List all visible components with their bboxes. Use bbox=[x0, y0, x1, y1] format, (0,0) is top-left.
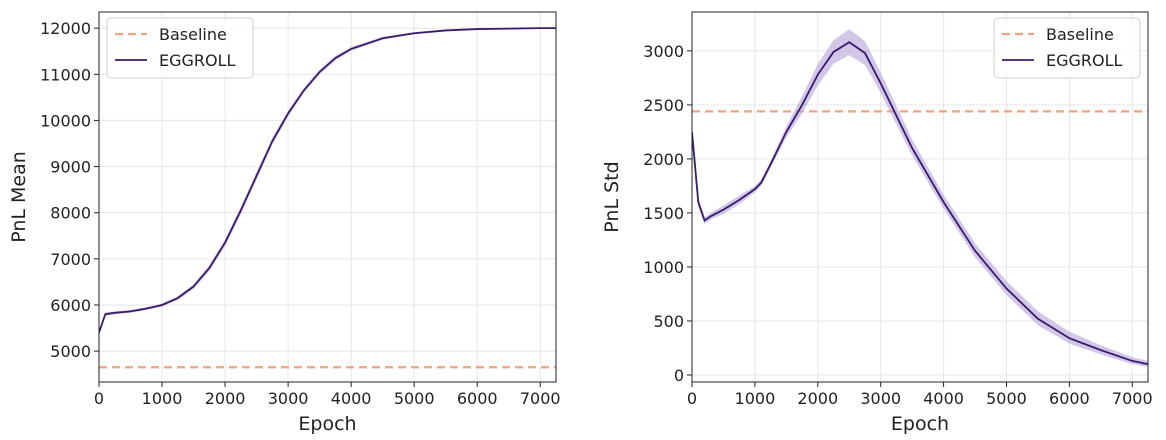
y-tick-label: 10000 bbox=[40, 111, 91, 130]
x-tick-label: 7000 bbox=[1112, 389, 1153, 408]
x-tick-label: 5000 bbox=[394, 389, 435, 408]
y-tick-label: 11000 bbox=[40, 65, 91, 84]
y-tick-label: 12000 bbox=[40, 19, 91, 38]
legend-label: Baseline bbox=[159, 25, 227, 44]
y-axis-label: PnL Mean bbox=[8, 151, 30, 243]
y-tick-label: 3000 bbox=[643, 42, 684, 61]
x-tick-label: 7000 bbox=[520, 389, 561, 408]
y-tick-label: 5000 bbox=[50, 342, 91, 361]
y-axis-label: PnL Std bbox=[601, 161, 623, 232]
legend-label: EGGROLL bbox=[159, 51, 236, 70]
y-tick-label: 2000 bbox=[643, 150, 684, 169]
y-tick-label: 0 bbox=[674, 366, 684, 385]
axes-frame bbox=[98, 11, 557, 383]
legend-label: EGGROLL bbox=[1046, 51, 1123, 70]
x-tick-label: 6000 bbox=[1049, 389, 1090, 408]
y-tick-label: 8000 bbox=[50, 204, 91, 223]
y-tick-label: 7000 bbox=[50, 250, 91, 269]
y-tick-label: 1000 bbox=[643, 258, 684, 277]
x-tick-label: 1000 bbox=[735, 389, 776, 408]
confidence-band bbox=[692, 29, 1148, 367]
axes-frame bbox=[691, 11, 1149, 383]
x-tick-label: 2000 bbox=[797, 389, 838, 408]
y-tick-label: 9000 bbox=[50, 158, 91, 177]
x-tick-label: 0 bbox=[687, 389, 697, 408]
y-tick-label: 6000 bbox=[50, 296, 91, 315]
x-tick-label: 3000 bbox=[268, 389, 309, 408]
plot-area bbox=[99, 27, 556, 369]
x-tick-label: 6000 bbox=[457, 389, 498, 408]
x-tick-label: 4000 bbox=[331, 389, 372, 408]
x-tick-label: 0 bbox=[94, 389, 104, 408]
subplot: 0 1000 2000 3000 4000 5000 6000 7000 5000 6000 700… bbox=[8, 11, 561, 435]
x-tick-label: 4000 bbox=[923, 389, 964, 408]
y-tick-label: 1500 bbox=[643, 204, 684, 223]
subplot: 0 1000 2000 3000 4000 5000 6000 7000 0 500 1000 150… bbox=[601, 11, 1153, 435]
y-tick-label: 2500 bbox=[643, 96, 684, 115]
line bbox=[692, 41, 1148, 366]
x-tick-label: 3000 bbox=[860, 389, 901, 408]
line bbox=[99, 27, 556, 333]
y-tick-label: 500 bbox=[653, 312, 684, 331]
plot-area bbox=[692, 29, 1148, 367]
legend-label: Baseline bbox=[1046, 25, 1114, 44]
x-tick-label: 2000 bbox=[205, 389, 246, 408]
x-axis-label: Epoch bbox=[891, 413, 949, 435]
x-tick-label: 5000 bbox=[986, 389, 1027, 408]
x-tick-label: 1000 bbox=[142, 389, 183, 408]
x-axis-label: Epoch bbox=[298, 413, 356, 435]
